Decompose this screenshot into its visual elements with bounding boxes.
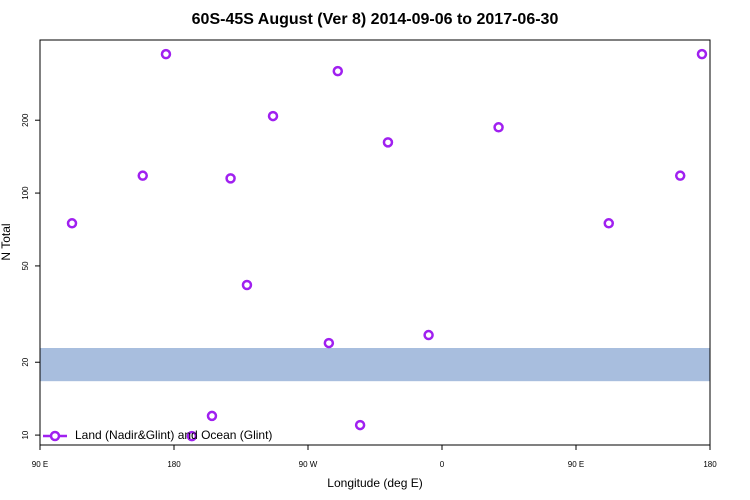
y-tick-label: 10 [21, 430, 30, 439]
legend-label: Land (Nadir&Glint) and Ocean (Glint) [75, 428, 272, 442]
legend-marker [49, 430, 61, 442]
point [186, 430, 198, 442]
y-tick-label: 20 [21, 357, 30, 366]
band [40, 347, 710, 382]
point [137, 170, 148, 181]
x-tick-label: 90 E [568, 460, 584, 469]
y-tick-label: 200 [21, 113, 30, 127]
point [674, 170, 686, 181]
point [423, 329, 434, 341]
point [66, 218, 78, 229]
point [493, 122, 504, 133]
point [160, 48, 172, 60]
y-tick-label: 100 [21, 186, 30, 200]
chart-title: 60S-45S August (Ver 8) 2014-09-06 to 201… [192, 11, 559, 28]
y-tick-label: 50 [21, 261, 30, 270]
plot-frame [39, 39, 711, 446]
point [206, 410, 218, 422]
point [323, 337, 335, 349]
x-tick-label: 90 E [32, 460, 48, 469]
point [603, 218, 615, 229]
point [696, 48, 708, 60]
point [241, 279, 253, 291]
y-axis-label: N Total [0, 223, 13, 260]
point [267, 110, 279, 122]
x-tick-label: 0 [440, 460, 445, 469]
point [354, 419, 366, 431]
x-tick-label: 180 [167, 460, 181, 469]
x-tick-label: 90 W [299, 460, 318, 469]
x-axis-label: Longitude (deg E) [327, 476, 422, 490]
x-tick-label: 180 [703, 460, 717, 469]
point [332, 65, 344, 77]
point [225, 173, 236, 184]
point [382, 137, 394, 148]
